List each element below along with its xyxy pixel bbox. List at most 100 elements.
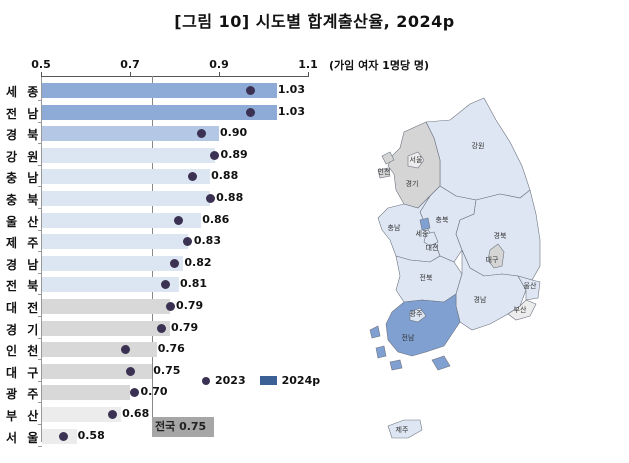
value-label: 1.03	[277, 83, 305, 96]
region-label: 전 남	[6, 106, 42, 121]
dot-2023	[245, 107, 255, 117]
value-label: 0.89	[220, 147, 248, 161]
x-tick-label: 0.7	[120, 58, 140, 71]
bar-2024p	[42, 147, 215, 163]
chart-row: 대 전 0.79	[0, 296, 330, 318]
y-tick-mark	[38, 402, 42, 404]
y-tick-mark	[38, 208, 42, 209]
region-label: 대 전	[6, 301, 42, 315]
dot-2023	[174, 215, 184, 225]
y-tick-mark	[38, 316, 42, 317]
x-tick-label: 0.9	[209, 58, 229, 71]
national-average-label: 전국 0.75	[152, 417, 214, 437]
bar-2024p	[42, 385, 130, 401]
bar-2024p	[42, 363, 153, 379]
region-label: 울 산	[6, 214, 42, 229]
x-tick-label: 1.1	[298, 58, 318, 71]
region-label: 부 산	[6, 409, 42, 423]
map-region-jeju	[387, 419, 423, 439]
dot-2023	[165, 302, 175, 311]
x-tick-label: 0.5	[31, 58, 51, 71]
bar-2024p	[42, 342, 157, 358]
map-label-chungnam: 충남	[388, 223, 401, 232]
map-label-gyeonggi: 경기	[406, 179, 419, 188]
value-label: 0.81	[179, 277, 208, 291]
chart-row: 전 남 1.03	[0, 102, 330, 124]
map-region-daejeon	[423, 231, 439, 247]
value-label: 0.90	[220, 126, 248, 140]
chart-row: 세 종 1.03	[0, 80, 330, 102]
bar-chart: 0.5 0.7 0.9 1.1 세 종 1.03 전 남 1.03 경 북 0.90 강 원 0.8…	[0, 58, 330, 448]
x-tick-mark	[219, 72, 220, 77]
region-label: 경 남	[6, 257, 42, 272]
chart-row: 충 북 0.88	[0, 188, 330, 210]
bar-2024p	[42, 255, 184, 271]
map-region-daegu	[487, 243, 505, 269]
x-tick-mark	[308, 72, 309, 77]
bar-2024p	[42, 191, 211, 206]
value-label: 0.58	[77, 428, 105, 442]
value-label: 1.03	[277, 104, 305, 118]
dot-2023	[125, 366, 135, 376]
chart-row: 경 기 0.79	[0, 318, 330, 340]
y-tick-mark	[38, 251, 42, 253]
chart-row: 충 남 0.88	[0, 166, 330, 188]
chart-row: 인 천 0.76	[0, 339, 330, 361]
bar-2024p	[42, 169, 211, 185]
bar-2024p	[42, 277, 179, 293]
region-label: 대 구	[6, 365, 42, 380]
region-label: 제 주	[6, 236, 42, 251]
region-label: 전 북	[6, 279, 42, 294]
value-label: 0.82	[184, 255, 212, 269]
map-region-gwangju	[409, 307, 427, 323]
map-region-busan	[507, 299, 537, 321]
value-label: 0.76	[157, 342, 185, 356]
value-label: 0.88	[216, 191, 244, 204]
dot-2023	[205, 194, 215, 203]
map-region-jeonnam	[369, 293, 461, 371]
map-label-gyeongnam: 경남	[474, 295, 487, 304]
chart-title: [그림 10] 시도별 합계출산율, 2024p	[174, 12, 455, 31]
chart-row: 서 울 0.58	[0, 426, 330, 448]
value-label: 0.86	[202, 212, 230, 226]
chart-row: 광 주 0.70	[0, 382, 330, 404]
map-label-busan: 부산	[514, 305, 527, 314]
legend-bar-icon	[259, 376, 277, 385]
chart-row: 부 산 0.68	[0, 404, 330, 426]
dot-2023	[121, 345, 131, 355]
region-label: 충 남	[6, 171, 42, 186]
bar-2024p	[42, 234, 188, 250]
legend-2024p-label: 2024p	[281, 374, 321, 387]
dot-2023	[245, 86, 255, 95]
chart-row: 경 남 0.82	[0, 253, 330, 275]
bar-2024p	[42, 212, 202, 228]
map-label-jeju: 제주	[396, 426, 409, 434]
y-tick-mark	[38, 359, 42, 361]
y-tick-mark	[38, 294, 42, 296]
y-tick-mark	[38, 229, 42, 231]
value-label: 0.79	[171, 320, 199, 334]
bar-2024p	[42, 320, 171, 336]
chart-row: 강 원 0.89	[0, 145, 330, 167]
bar-2024p	[42, 104, 277, 120]
chart-row: 제 주 0.83	[0, 231, 330, 253]
y-tick-mark	[38, 100, 42, 101]
region-label: 광 주	[6, 387, 42, 402]
bar-2024p	[42, 299, 171, 314]
region-label: 충 북	[6, 193, 42, 207]
x-tick-mark	[41, 72, 42, 77]
map-label-jeonnam: 전남	[402, 333, 415, 342]
dot-2023	[161, 280, 171, 290]
bar-2024p	[42, 126, 219, 142]
dot-2023	[58, 431, 68, 441]
dot-2023	[129, 388, 139, 398]
map-label-gwangju: 광주	[410, 310, 423, 318]
chart-row: 울 산 0.86	[0, 210, 330, 232]
y-tick-mark	[38, 121, 42, 123]
value-label: 0.79	[176, 299, 204, 312]
map-label-chungbuk: 충북	[436, 215, 449, 224]
bar-2024p	[42, 83, 277, 98]
dot-2023	[210, 150, 220, 160]
y-tick-mark	[38, 143, 42, 145]
